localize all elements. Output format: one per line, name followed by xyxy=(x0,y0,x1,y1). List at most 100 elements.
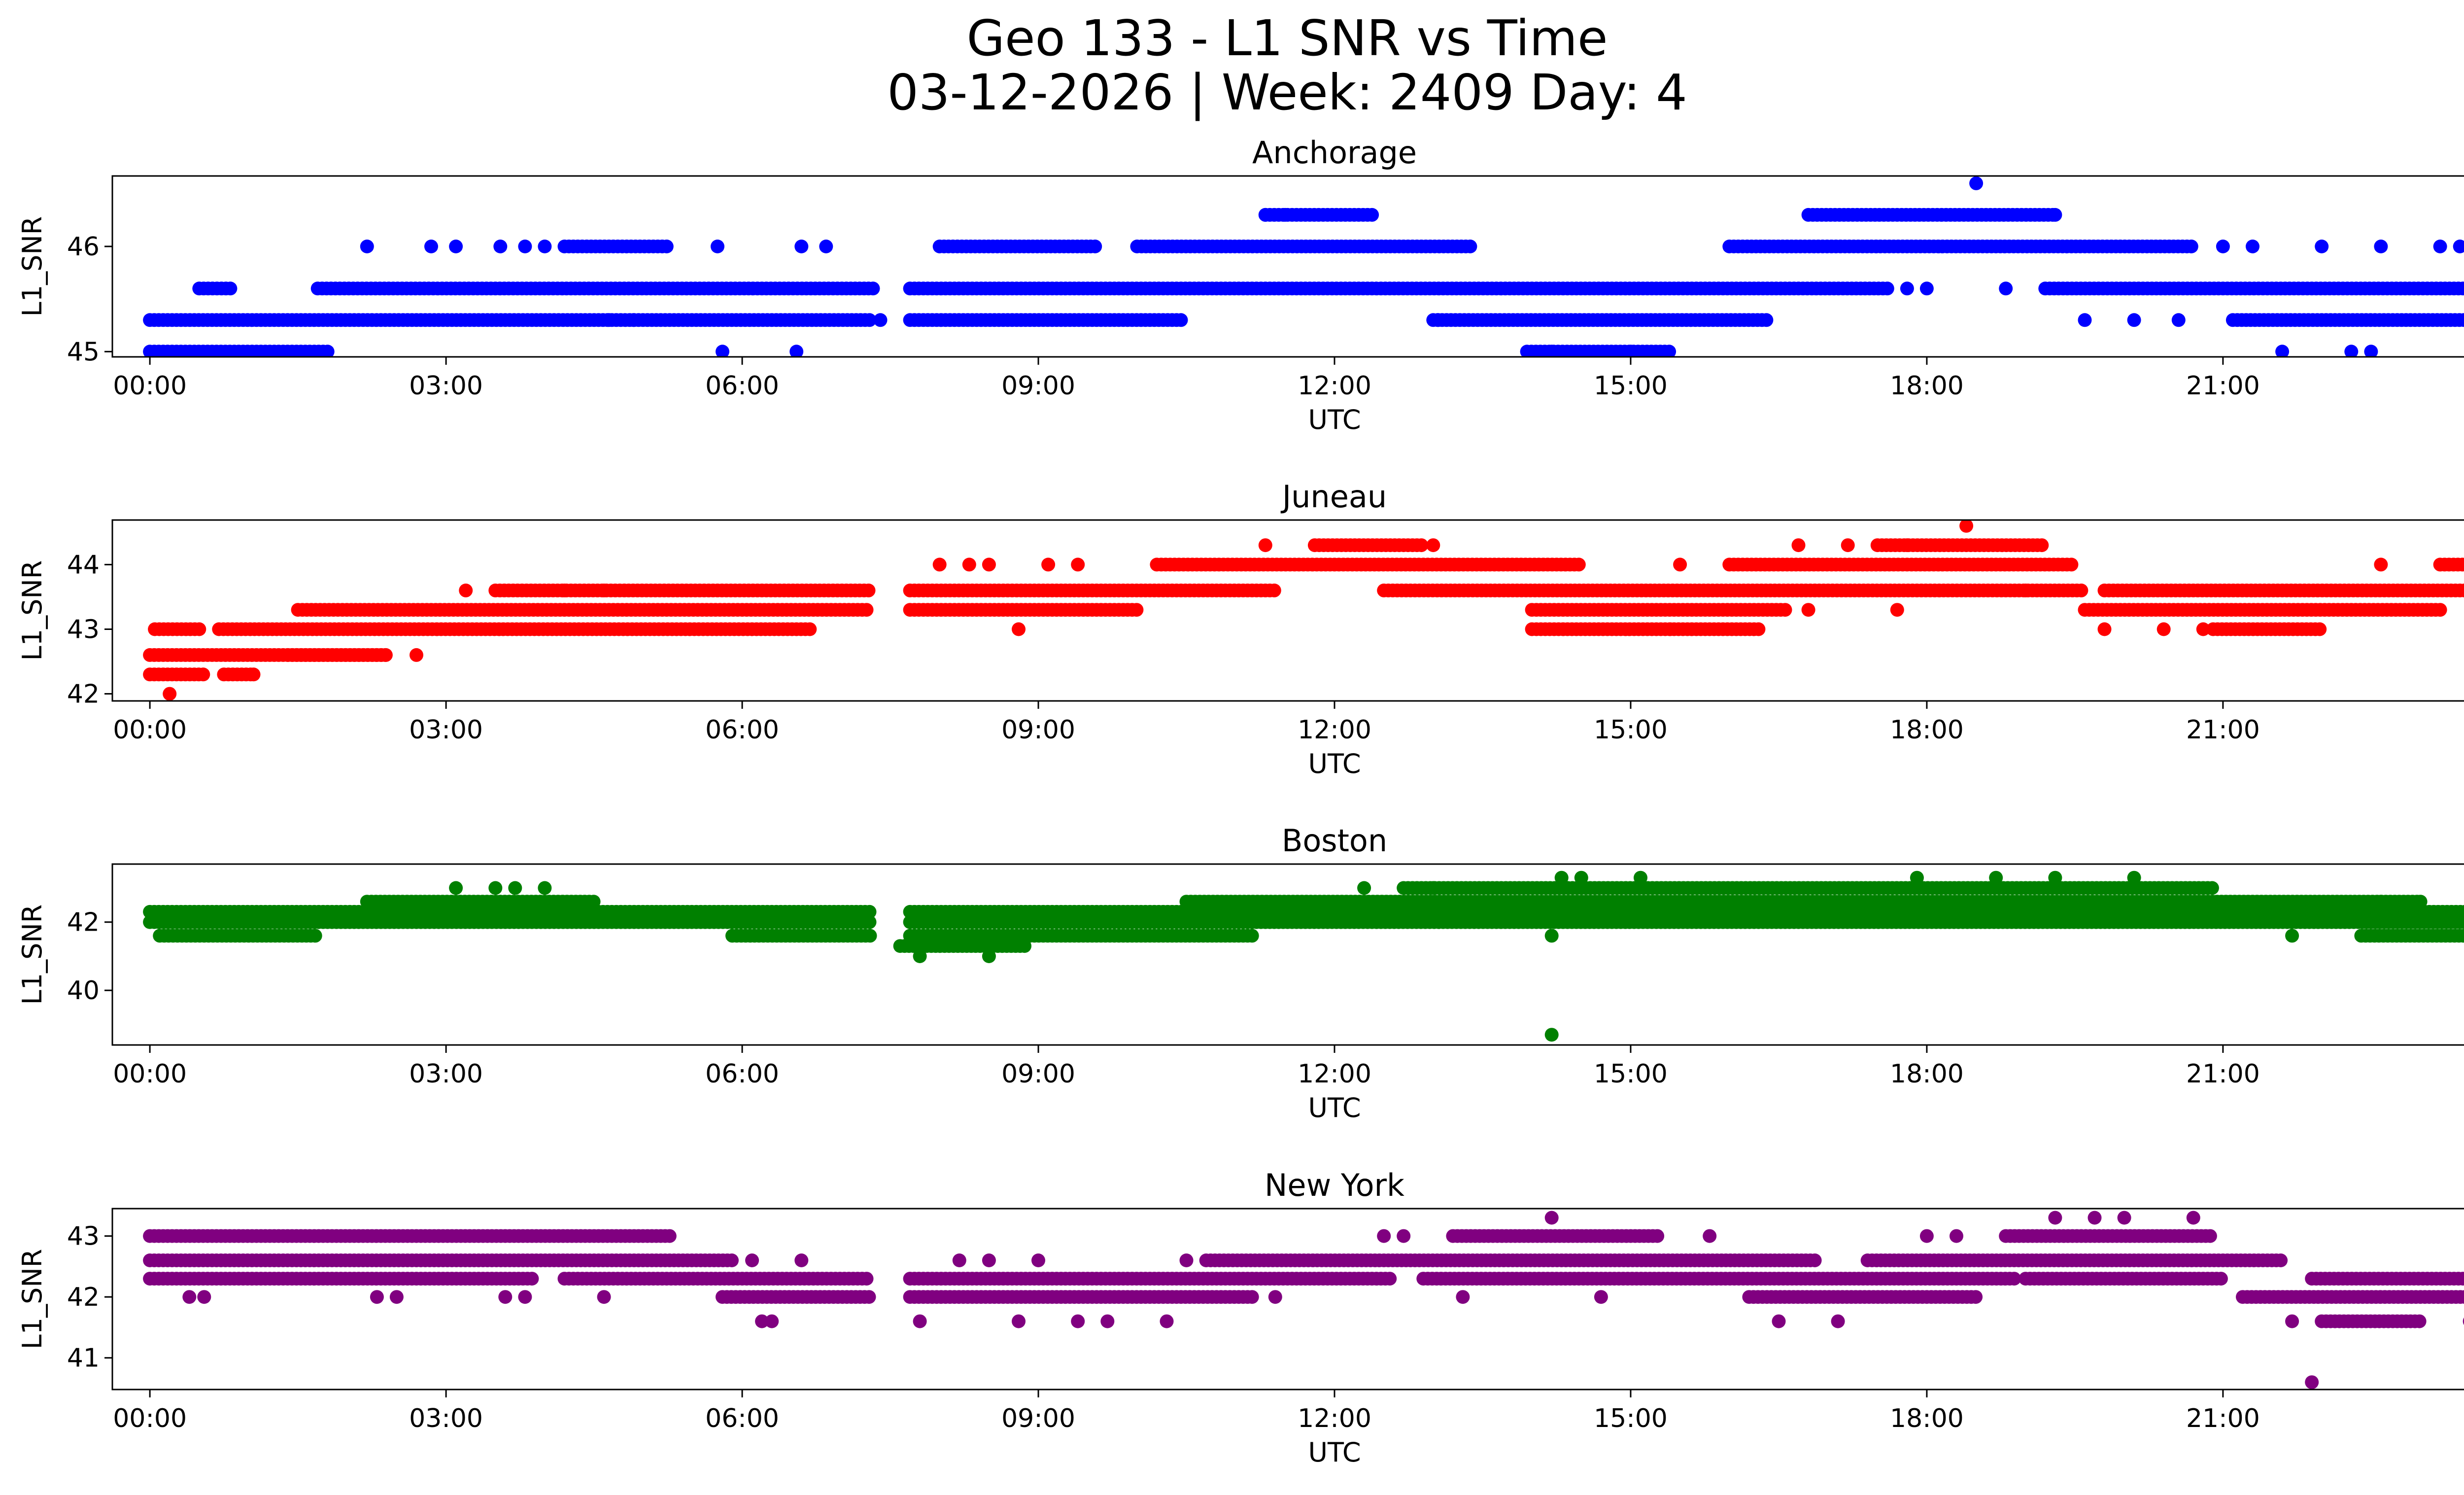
scatter-point xyxy=(1245,1290,1259,1304)
scatter-point xyxy=(2453,240,2464,253)
scatter-point xyxy=(2035,538,2049,553)
scatter-point xyxy=(602,313,616,327)
scatter-point xyxy=(1463,240,1477,253)
scatter-point xyxy=(1041,557,1056,572)
scatter-point xyxy=(2315,240,2329,253)
scatter-point xyxy=(2374,557,2388,572)
scatter-point xyxy=(1414,538,1429,553)
scatter-point xyxy=(2461,314,2464,326)
scatter-points xyxy=(143,520,2464,701)
scatter-point xyxy=(913,949,927,963)
scatter-point xyxy=(1759,313,1774,327)
scatter-point xyxy=(2313,622,2327,636)
scatter-point xyxy=(863,929,877,943)
x-axis-label: UTC xyxy=(1308,404,1361,435)
scatter-point xyxy=(1426,538,1440,553)
scatter-point xyxy=(1663,622,1677,636)
scatter-point xyxy=(2433,603,2447,617)
x-tick-label: 21:00 xyxy=(2186,371,2260,401)
scatter-point xyxy=(1572,557,1586,572)
y-axis-label: L1_SNR xyxy=(17,904,48,1005)
scatter-point xyxy=(1969,1290,1983,1304)
scatter-point xyxy=(1129,603,1144,617)
scatter-point xyxy=(2457,313,2464,327)
scatter-point xyxy=(1880,281,1894,296)
scatter-point xyxy=(2078,313,2092,327)
scatter-point xyxy=(803,622,817,636)
scatter-point xyxy=(2171,313,2186,327)
scatter-point xyxy=(192,622,206,636)
scatter-point xyxy=(2285,929,2299,943)
scatter-point xyxy=(1554,870,1569,885)
scatter-point xyxy=(2344,345,2359,357)
scatter-point xyxy=(2048,208,2062,222)
figure-title-line1: Geo 133 - L1 SNR vs Time xyxy=(967,9,1608,67)
scatter-point xyxy=(1751,622,1766,636)
x-tick-label: 00:00 xyxy=(113,371,187,401)
scatter-point xyxy=(1989,870,2003,885)
scatter-point xyxy=(859,1272,874,1286)
scatter-point xyxy=(2433,240,2447,253)
y-tick-label: 46 xyxy=(67,232,100,262)
scatter-points xyxy=(143,1211,2464,1390)
x-tick-label: 00:00 xyxy=(113,1059,187,1089)
scatter-points xyxy=(143,870,2464,1042)
scatter-point xyxy=(1959,520,1974,533)
scatter-point xyxy=(2461,930,2464,942)
scatter-point xyxy=(1258,538,1272,553)
y-tick-label: 42 xyxy=(67,680,100,709)
scatter-point xyxy=(982,557,996,572)
scatter-point xyxy=(2097,622,2112,636)
scatter-point xyxy=(2364,345,2378,357)
scatter-point xyxy=(538,881,552,895)
scatter-point xyxy=(2462,907,2464,916)
scatter-point xyxy=(2184,240,2198,253)
scatter-point xyxy=(223,281,238,296)
axes-frame xyxy=(111,175,2464,358)
scatter-point xyxy=(866,281,880,296)
scatter-point xyxy=(2127,870,2141,885)
scatter-point xyxy=(1801,603,1815,617)
scatter-point xyxy=(862,904,877,919)
scatter-point xyxy=(488,881,503,895)
scatter-point xyxy=(2462,1292,2464,1302)
scatter-point xyxy=(518,240,532,253)
scatter-point xyxy=(1174,313,1188,327)
scatter-point xyxy=(1900,281,1914,296)
scatter-point xyxy=(1910,870,1924,885)
scatter-point xyxy=(1900,538,1914,553)
scatter-point xyxy=(1365,208,1379,222)
scatter-point xyxy=(1919,281,1934,296)
y-axis-label: L1_SNR xyxy=(17,216,48,317)
scatter-point xyxy=(2374,895,2388,909)
y-tick-label: 40 xyxy=(67,976,100,1006)
scatter-point xyxy=(459,583,473,597)
x-tick-label: 00:00 xyxy=(113,715,187,745)
scatter-point xyxy=(2216,240,2230,253)
scatter-point xyxy=(1267,583,1281,597)
scatter-point xyxy=(2019,583,2033,597)
scatter-points xyxy=(143,176,2464,357)
scatter-point xyxy=(1071,557,1085,572)
scatter-point xyxy=(2457,583,2464,597)
scatter-point xyxy=(320,345,335,357)
scatter-point xyxy=(859,603,874,617)
scatter-point xyxy=(2462,585,2464,595)
scatter-point xyxy=(360,240,374,253)
scatter-point xyxy=(2462,917,2464,927)
x-tick-label: 15:00 xyxy=(1594,1059,1668,1089)
scatter-point xyxy=(557,583,572,597)
scatter-point xyxy=(626,313,641,327)
scatter-point xyxy=(1088,240,1102,253)
scatter-point xyxy=(1278,208,1292,222)
scatter-point xyxy=(932,557,947,572)
scatter-point xyxy=(449,881,463,895)
scatter-point xyxy=(1841,538,1855,553)
scatter-point xyxy=(2048,870,2062,885)
scatter-point xyxy=(1431,313,1445,327)
